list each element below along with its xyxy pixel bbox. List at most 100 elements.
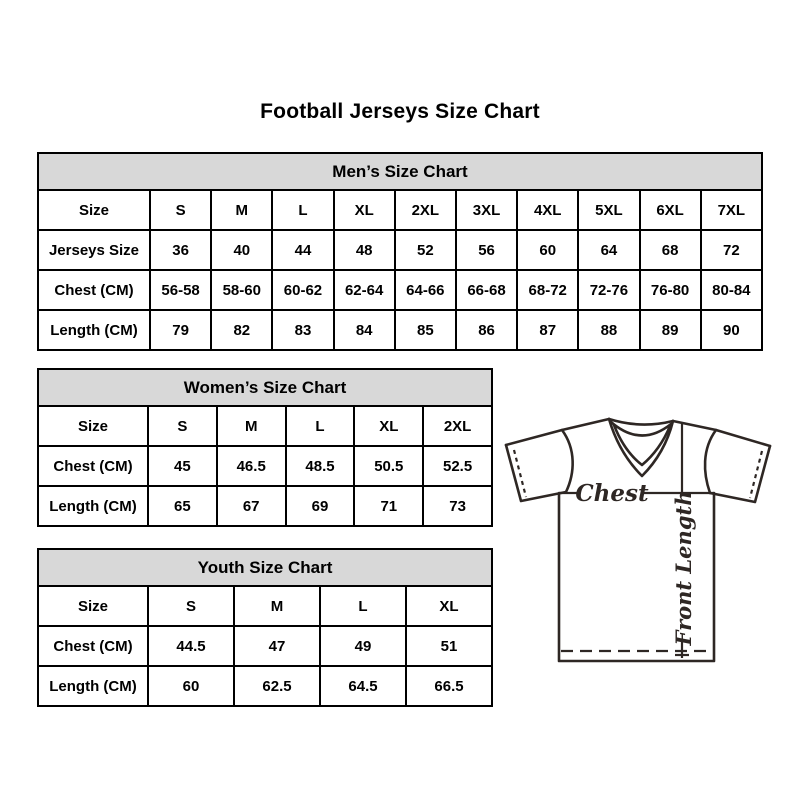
value-cell: 90 bbox=[699, 309, 764, 351]
page-title: Football Jerseys Size Chart bbox=[260, 100, 540, 123]
value-cell: 5XL bbox=[577, 189, 641, 231]
value-cell: L bbox=[271, 189, 335, 231]
row-header-cell: Chest (CM) bbox=[37, 625, 149, 667]
value-cell: 60 bbox=[516, 229, 580, 271]
value-cell: XL bbox=[332, 189, 396, 231]
table-title-row: Women’s Size Chart bbox=[37, 368, 493, 407]
value-cell: 87 bbox=[516, 309, 580, 351]
value-cell: 64-66 bbox=[393, 269, 457, 311]
value-cell: 72-76 bbox=[577, 269, 641, 311]
value-cell: 52 bbox=[393, 229, 457, 271]
value-cell: XL bbox=[405, 585, 493, 627]
value-cell: 66-68 bbox=[454, 269, 519, 311]
value-cell: L bbox=[284, 405, 356, 447]
row-header-cell: Length (CM) bbox=[37, 309, 151, 351]
value-cell: S bbox=[148, 189, 213, 231]
value-cell: M bbox=[210, 189, 274, 231]
value-cell: 80-84 bbox=[699, 269, 764, 311]
table-row: Size S M L XL 2XL bbox=[37, 405, 493, 447]
table-row: Size S M L XL 2XL 3XL 4XL 5XL 6XL 7XL bbox=[37, 189, 764, 231]
value-cell: 60 bbox=[147, 665, 235, 707]
value-cell: XL bbox=[353, 405, 425, 447]
row-header-cell: Chest (CM) bbox=[37, 445, 149, 487]
value-cell: 76-80 bbox=[638, 269, 702, 311]
value-cell: 49 bbox=[319, 625, 407, 667]
value-cell: 66.5 bbox=[405, 665, 493, 707]
table-row: Chest (CM) 44.5 47 49 51 bbox=[37, 625, 493, 667]
row-header-cell: Size bbox=[37, 189, 151, 231]
value-cell: S bbox=[147, 405, 218, 447]
value-cell: 85 bbox=[393, 309, 457, 351]
value-cell: 65 bbox=[147, 485, 218, 527]
value-cell: 64.5 bbox=[319, 665, 407, 707]
mens-size-table: Men’s Size Chart Size S M L XL 2XL 3XL 4XL 5XL 6XL… bbox=[37, 152, 764, 351]
row-header-cell: Size bbox=[37, 405, 149, 447]
value-cell: 79 bbox=[148, 309, 213, 351]
value-cell: 68 bbox=[638, 229, 702, 271]
value-cell: 58-60 bbox=[210, 269, 274, 311]
value-cell: 52.5 bbox=[422, 445, 493, 487]
row-header-cell: Chest (CM) bbox=[37, 269, 151, 311]
value-cell: 60-62 bbox=[271, 269, 335, 311]
value-cell: 45 bbox=[147, 445, 218, 487]
value-cell: 68-72 bbox=[516, 269, 580, 311]
value-cell: 50.5 bbox=[353, 445, 425, 487]
table-row: Length (CM) 60 62.5 64.5 66.5 bbox=[37, 665, 493, 707]
chest-label: Chest bbox=[575, 480, 649, 507]
table-row: Size S M L XL bbox=[37, 585, 493, 627]
table-title-row: Men’s Size Chart bbox=[37, 152, 763, 191]
value-cell: 62-64 bbox=[332, 269, 396, 311]
value-cell: 7XL bbox=[699, 189, 764, 231]
row-header-cell: Length (CM) bbox=[37, 485, 149, 527]
value-cell: 84 bbox=[332, 309, 396, 351]
row-header-cell: Jerseys Size bbox=[37, 229, 151, 271]
value-cell: 46.5 bbox=[215, 445, 287, 487]
jersey-diagram-icon: Chest Front Length bbox=[504, 417, 772, 663]
row-header-cell: Size bbox=[37, 585, 149, 627]
value-cell: 3XL bbox=[454, 189, 519, 231]
table-title-row: Youth Size Chart bbox=[37, 548, 493, 587]
value-cell: 48.5 bbox=[284, 445, 356, 487]
table-row: Chest (CM) 56-58 58-60 60-62 62-64 64-66 66-68… bbox=[37, 269, 764, 311]
value-cell: 64 bbox=[577, 229, 641, 271]
table-title: Men’s Size Chart bbox=[37, 152, 763, 191]
value-cell: 47 bbox=[233, 625, 321, 667]
value-cell: 72 bbox=[699, 229, 764, 271]
value-cell: 73 bbox=[422, 485, 493, 527]
table-row: Chest (CM) 45 46.5 48.5 50.5 52.5 bbox=[37, 445, 493, 487]
value-cell: 48 bbox=[332, 229, 396, 271]
value-cell: 82 bbox=[210, 309, 274, 351]
front-length-label: Front Length bbox=[671, 491, 696, 647]
value-cell: 2XL bbox=[393, 189, 457, 231]
table-row: Length (CM) 65 67 69 71 73 bbox=[37, 485, 493, 527]
table-row: Jerseys Size 36 40 44 48 52 56 60 64 68 72 bbox=[37, 229, 764, 271]
row-header-cell: Length (CM) bbox=[37, 665, 149, 707]
value-cell: 56 bbox=[454, 229, 519, 271]
value-cell: S bbox=[147, 585, 235, 627]
table-title: Youth Size Chart bbox=[37, 548, 493, 587]
value-cell: 89 bbox=[638, 309, 702, 351]
womens-size-table: Women’s Size Chart Size S M L XL 2XL Chest (CM)… bbox=[37, 368, 493, 527]
jersey-measurement-diagram: Chest Front Length bbox=[503, 403, 775, 671]
table-row: Length (CM) 79 82 83 84 85 86 87 88 89 90 bbox=[37, 309, 764, 351]
value-cell: 83 bbox=[271, 309, 335, 351]
value-cell: 69 bbox=[284, 485, 356, 527]
value-cell: M bbox=[215, 405, 287, 447]
value-cell: 88 bbox=[577, 309, 641, 351]
value-cell: 71 bbox=[353, 485, 425, 527]
value-cell: 2XL bbox=[422, 405, 493, 447]
youth-size-table: Youth Size Chart Size S M L XL Chest (CM) 44.5 4… bbox=[37, 548, 493, 707]
value-cell: 62.5 bbox=[233, 665, 321, 707]
value-cell: 36 bbox=[148, 229, 213, 271]
value-cell: L bbox=[319, 585, 407, 627]
value-cell: 44 bbox=[271, 229, 335, 271]
value-cell: 51 bbox=[405, 625, 493, 667]
value-cell: M bbox=[233, 585, 321, 627]
value-cell: 86 bbox=[454, 309, 519, 351]
value-cell: 4XL bbox=[516, 189, 580, 231]
value-cell: 40 bbox=[210, 229, 274, 271]
value-cell: 56-58 bbox=[148, 269, 213, 311]
value-cell: 67 bbox=[215, 485, 287, 527]
table-title: Women’s Size Chart bbox=[37, 368, 493, 407]
